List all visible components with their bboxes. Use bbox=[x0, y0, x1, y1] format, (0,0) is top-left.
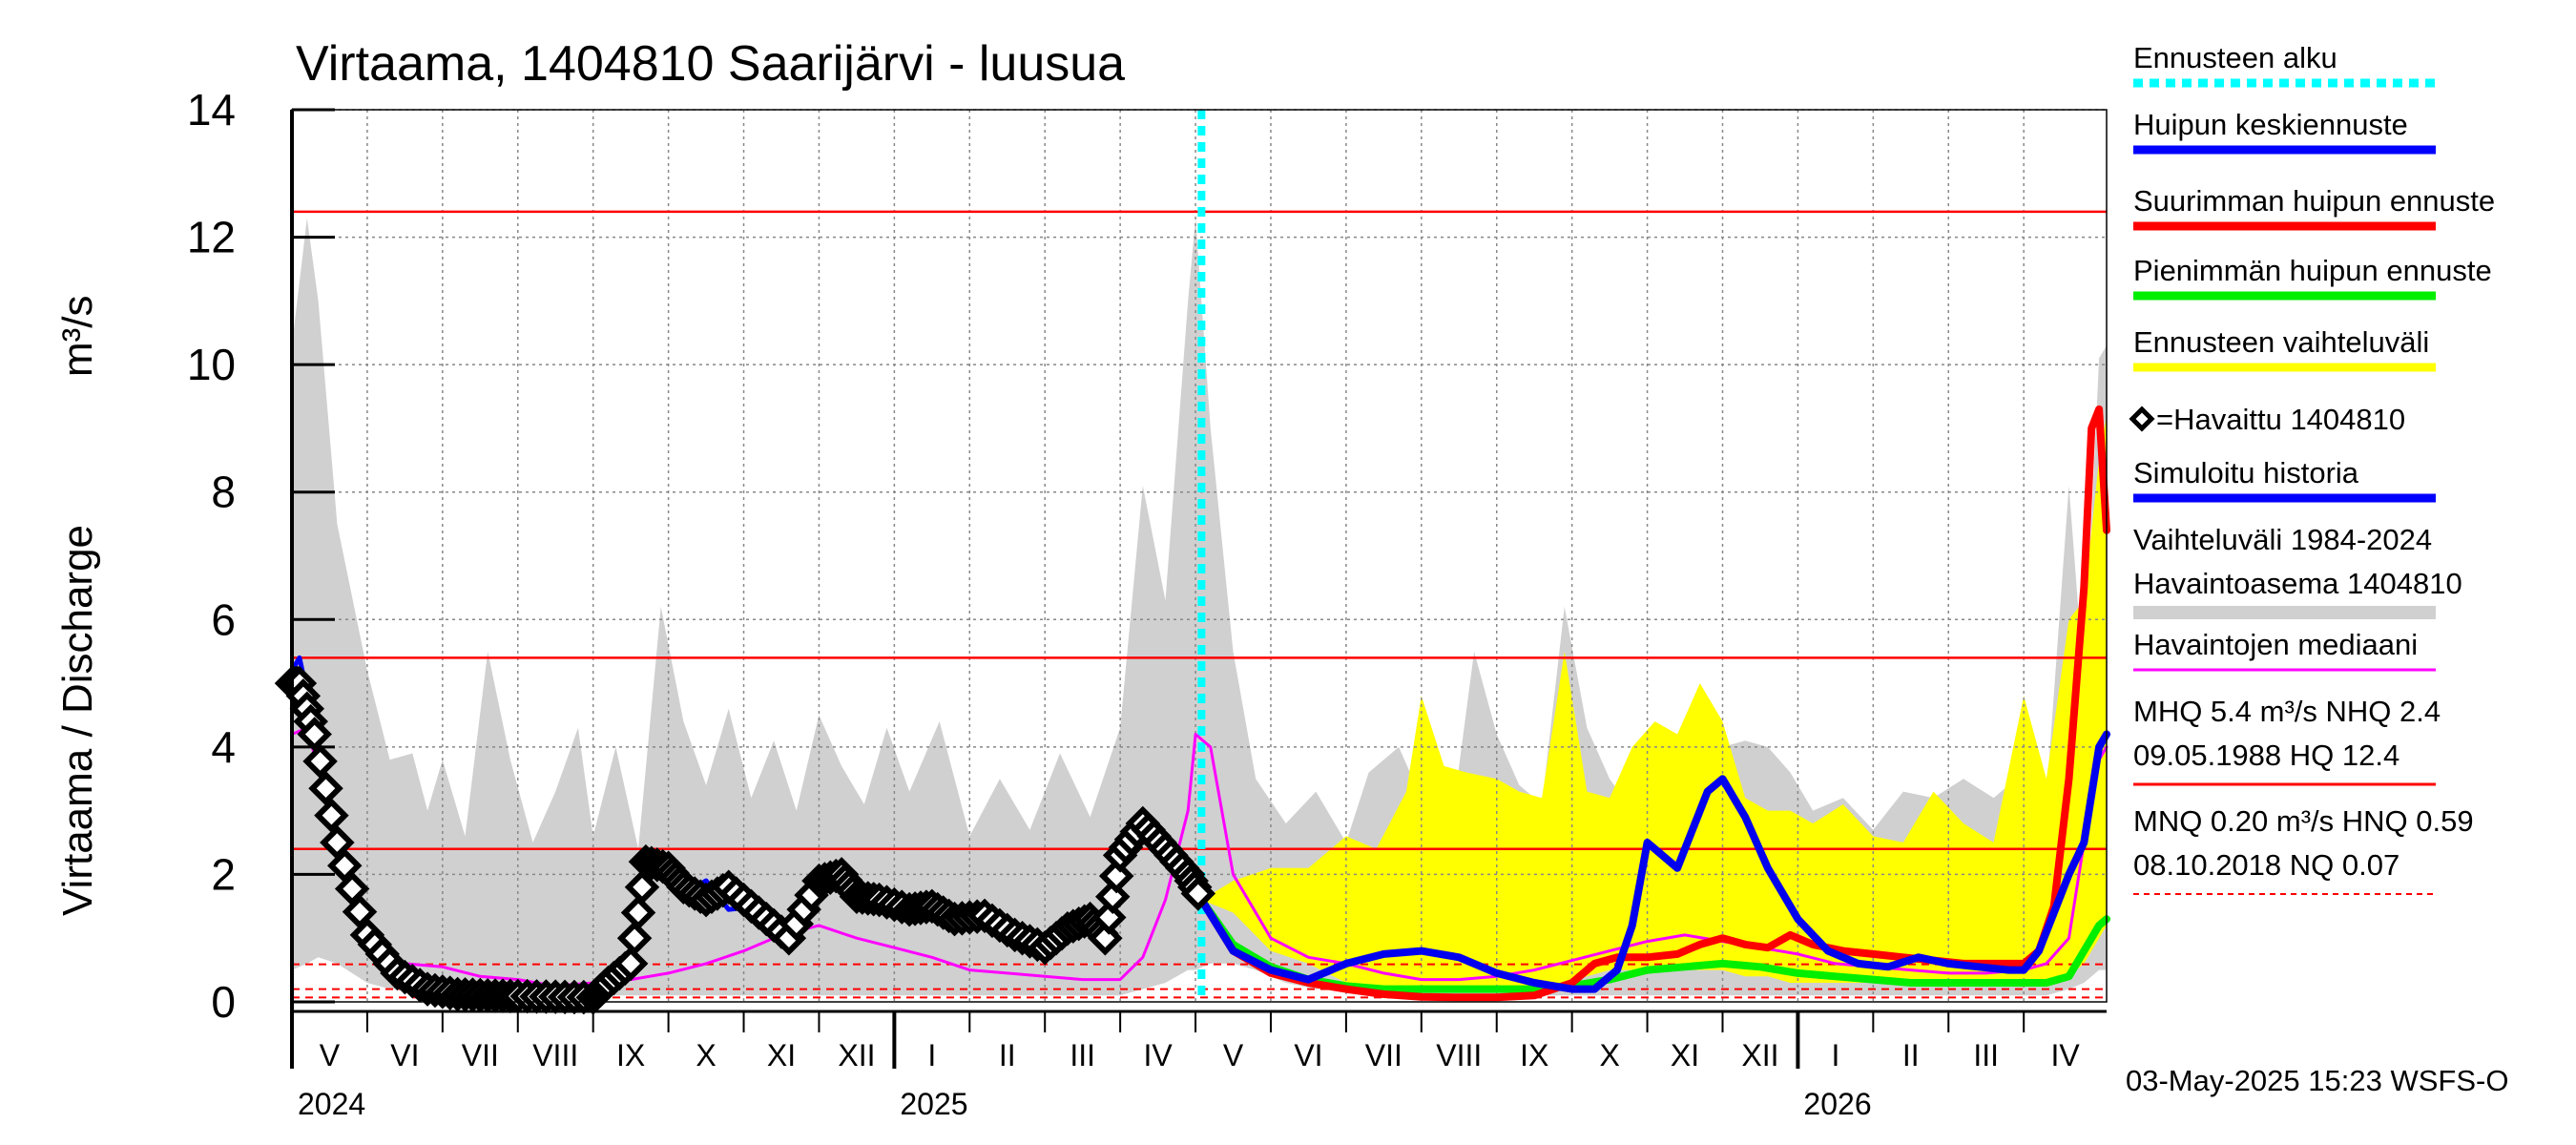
legend-item-9: MHQ 5.4 m³/s NHQ 2.4 09.05.1988 HQ 12.4 bbox=[2133, 695, 2441, 786]
year-label-2025: 2025 bbox=[900, 1087, 967, 1121]
legend-item-10: MNQ 0.20 m³/s HNQ 0.59 08.10.2018 NQ 0.07 bbox=[2133, 804, 2474, 895]
legend-item-5: =Havaittu 1404810 bbox=[2129, 403, 2405, 436]
legend-label: =Havaittu 1404810 bbox=[2156, 403, 2405, 436]
y-tick-label-2: 2 bbox=[211, 849, 236, 899]
month-label-12: I bbox=[927, 1038, 936, 1072]
legend-item-1: Huipun keskiennuste bbox=[2133, 108, 2436, 155]
legend-item-2: Suurimman huipun ennuste bbox=[2133, 184, 2495, 231]
x-axis-labels: V VI VII VIII IX X XI XII I II III IV V VI VII VIII IX X X… bbox=[298, 1038, 2080, 1121]
legend-label-2: Havaintoasema 1404810 bbox=[2133, 567, 2462, 600]
observed-markers bbox=[274, 665, 1216, 1015]
y-axis-labels: 0 2 4 6 8 10 12 14 bbox=[187, 85, 236, 1027]
series-pienimm-n-huipun-ennuste bbox=[1197, 896, 2110, 993]
legend-label: Suurimman huipun ennuste bbox=[2133, 184, 2495, 218]
month-label-18: VII bbox=[1365, 1038, 1402, 1072]
year-label-2024: 2024 bbox=[298, 1087, 365, 1121]
month-label-16: V bbox=[1223, 1038, 1244, 1072]
legend-label: MHQ 5.4 m³/s NHQ 2.4 bbox=[2133, 695, 2441, 728]
month-label-5: VI bbox=[390, 1038, 419, 1072]
legend-item-8: Havaintojen mediaani bbox=[2133, 628, 2436, 672]
y-tick-label-4: 4 bbox=[211, 722, 236, 772]
y-axis-unit: m³/s bbox=[54, 295, 101, 377]
year-label-2026: 2026 bbox=[1803, 1087, 1871, 1121]
observed-point bbox=[308, 771, 343, 806]
month-label-4: V bbox=[320, 1038, 341, 1072]
reference-lines-layer bbox=[292, 110, 2107, 1002]
month-label-7: VIII bbox=[532, 1038, 578, 1072]
month-label-15: IV bbox=[1143, 1038, 1173, 1072]
legend-label: Huipun keskiennuste bbox=[2133, 108, 2408, 141]
month-label-23: XII bbox=[1741, 1038, 1778, 1072]
axes-layer bbox=[290, 108, 2108, 1069]
chart-title: Virtaama, 1404810 Saarijärvi - luusua bbox=[296, 36, 1125, 92]
observed-point bbox=[613, 946, 649, 982]
legend-label: Vaihteluväli 1984-2024 bbox=[2133, 523, 2432, 556]
observed-point bbox=[624, 869, 660, 906]
month-label-20: IX bbox=[1520, 1038, 1548, 1072]
footer-timestamp: 03-May-2025 15:23 WSFS-O bbox=[2126, 1064, 2508, 1097]
legend-label: Ennusteen alku bbox=[2133, 41, 2337, 74]
month-label-17: VI bbox=[1294, 1038, 1322, 1072]
band-forecast-range bbox=[1201, 415, 2107, 989]
legend-label: Simuloitu historia bbox=[2133, 456, 2359, 489]
observed-point bbox=[1098, 858, 1134, 894]
month-label-13: II bbox=[999, 1038, 1016, 1072]
y-tick-label-10: 10 bbox=[187, 340, 236, 389]
observed-point bbox=[616, 920, 653, 956]
series-huipun-keskiennuste bbox=[1197, 730, 2110, 993]
month-label-25: II bbox=[1902, 1038, 1920, 1072]
month-label-10: XI bbox=[767, 1038, 796, 1072]
y-tick-label-8: 8 bbox=[211, 468, 236, 517]
month-label-14: III bbox=[1070, 1038, 1095, 1072]
legend-item-6: Simuloitu historia bbox=[2133, 456, 2436, 503]
y-tick-label-0: 0 bbox=[211, 977, 236, 1027]
month-label-19: VIII bbox=[1436, 1038, 1482, 1072]
legend-label-2: 09.05.1988 HQ 12.4 bbox=[2133, 739, 2399, 772]
legend-label: Pienimmän huipun ennuste bbox=[2133, 254, 2492, 287]
month-label-9: X bbox=[696, 1038, 716, 1072]
legend-label: Havaintojen mediaani bbox=[2133, 628, 2418, 661]
legend-item-7: Vaihteluväli 1984-2024 Havaintoasema 140… bbox=[2133, 523, 2462, 619]
legend-item-4: Ennusteen vaihteluväli bbox=[2133, 325, 2436, 372]
legend-marker-icon bbox=[2129, 406, 2155, 432]
month-label-21: X bbox=[1599, 1038, 1619, 1072]
month-label-22: XI bbox=[1671, 1038, 1699, 1072]
legend-item-0: Ennusteen alku bbox=[2133, 41, 2436, 88]
series-layer bbox=[274, 405, 2110, 1015]
y-tick-label-14: 14 bbox=[187, 85, 236, 135]
legend: Ennusteen alku Huipun keskiennuste Suurimm… bbox=[2129, 41, 2495, 895]
y-axis-label: Virtaama / Discharge bbox=[54, 525, 101, 916]
month-label-24: I bbox=[1831, 1038, 1839, 1072]
legend-label: Ennusteen vaihteluväli bbox=[2133, 325, 2429, 359]
observed-point bbox=[620, 895, 656, 930]
observed-point bbox=[1088, 920, 1123, 956]
observed-point bbox=[1180, 876, 1216, 911]
observed-point bbox=[302, 743, 338, 780]
y-tick-label-12: 12 bbox=[187, 213, 236, 262]
month-label-11: XII bbox=[838, 1038, 875, 1072]
grid-layer bbox=[292, 109, 2107, 1002]
month-label-27: IV bbox=[2050, 1038, 2080, 1072]
bands-layer bbox=[292, 218, 2107, 996]
legend-label: MNQ 0.20 m³/s HNQ 0.59 bbox=[2133, 804, 2474, 838]
month-label-8: IX bbox=[616, 1038, 645, 1072]
y-tick-label-6: 6 bbox=[211, 594, 236, 644]
observed-point bbox=[314, 798, 349, 833]
legend-label-2: 08.10.2018 NQ 0.07 bbox=[2133, 848, 2399, 882]
legend-item-3: Pienimmän huipun ennuste bbox=[2133, 254, 2492, 301]
month-label-6: VII bbox=[462, 1038, 499, 1072]
month-label-26: III bbox=[1973, 1038, 1999, 1072]
